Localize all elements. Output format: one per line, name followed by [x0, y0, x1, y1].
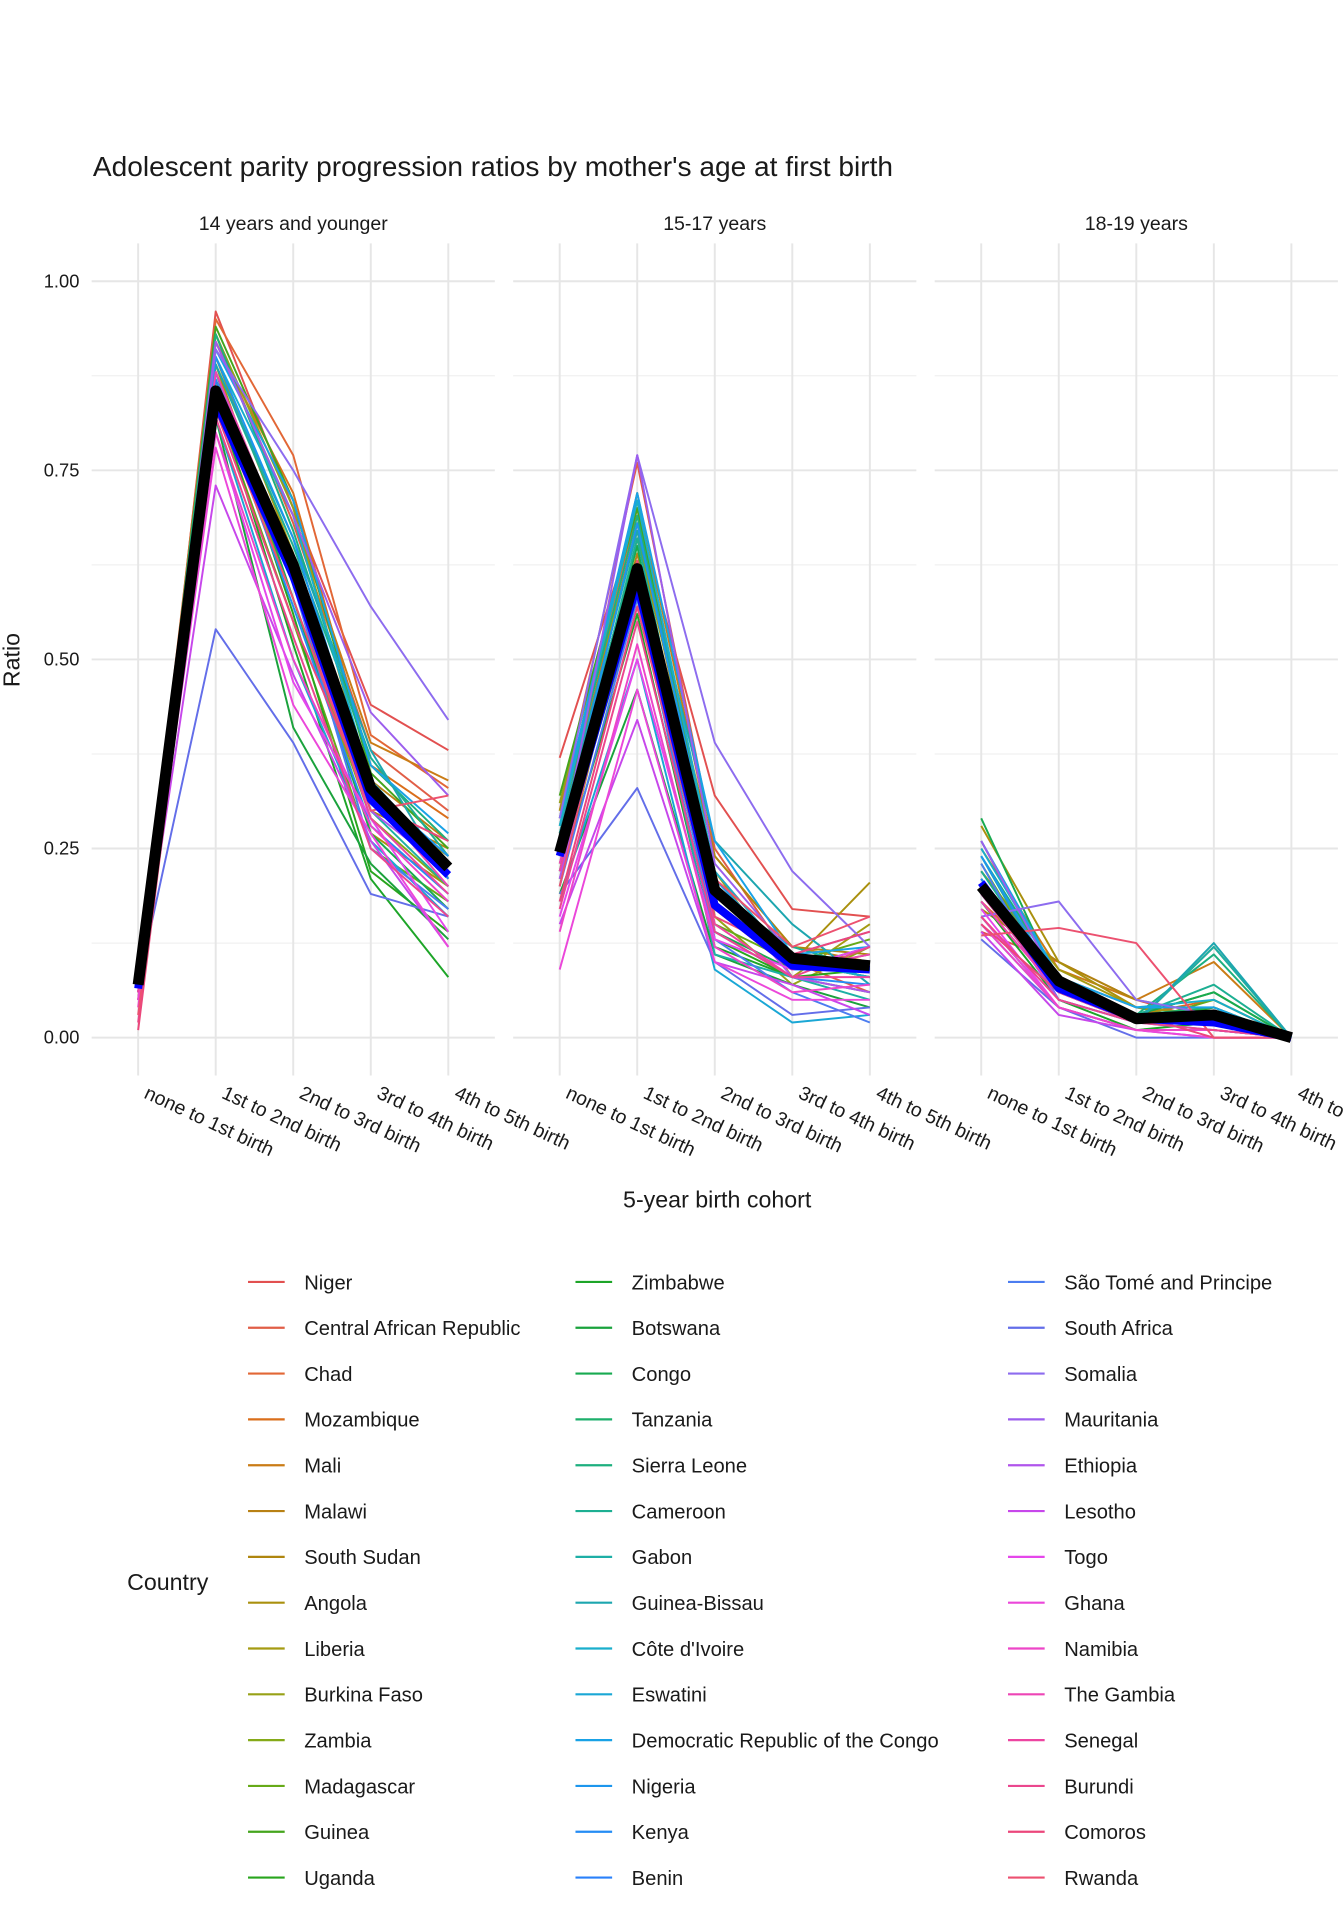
legend-label: Democratic Republic of the Congo: [632, 1730, 939, 1752]
legend-label: The Gambia: [1064, 1685, 1176, 1707]
series-line: [558, 514, 870, 918]
legend-label: Mali: [304, 1456, 341, 1478]
series-line: [558, 643, 870, 994]
series-line: [137, 484, 450, 1000]
legend-label: Gabon: [632, 1547, 693, 1569]
y-tick-label: 0.25: [44, 838, 80, 859]
legend-label: Ethiopia: [1064, 1456, 1138, 1478]
summary-line: [554, 563, 871, 972]
legend-label: Madagascar: [304, 1776, 415, 1798]
series-line: [137, 628, 449, 985]
legend-label: Kenya: [632, 1822, 690, 1844]
legend-label: Central African Republic: [304, 1318, 520, 1340]
facet-label: 14 years and younger: [199, 213, 388, 235]
legend-label: Congo: [632, 1364, 691, 1386]
legend-label: Cameroon: [632, 1501, 726, 1523]
series-line: [558, 688, 870, 1001]
legend-label: Chad: [304, 1364, 352, 1386]
x-axis-label: 5-year birth cohort: [623, 1186, 812, 1212]
x-tick-label: none to 1st birth: [984, 1082, 1120, 1161]
legend-label: Mozambique: [304, 1410, 419, 1432]
facet-label: 15-17 years: [663, 213, 766, 235]
legend-label: Somalia: [1064, 1364, 1138, 1386]
legend-label: Senegal: [1064, 1730, 1138, 1752]
legend-label: Uganda: [304, 1868, 375, 1890]
y-tick-label: 0.50: [44, 649, 80, 670]
series-line: [981, 926, 1292, 1039]
x-tick-label: none to 1st birth: [141, 1082, 277, 1161]
legend-label: Guinea: [304, 1822, 370, 1844]
x-tick-label: none to 1st birth: [562, 1082, 698, 1161]
summary-line: [132, 385, 453, 986]
y-tick-label: 0.00: [44, 1027, 80, 1048]
legend-label: Malawi: [304, 1501, 367, 1523]
legend-label: Botswana: [632, 1318, 721, 1340]
legend-label: Burundi: [1064, 1776, 1133, 1798]
legend-label: Angola: [304, 1593, 368, 1615]
legend-label: Mauritania: [1064, 1410, 1159, 1432]
chart-title: Adolescent parity progression ratios by …: [93, 151, 893, 182]
y-axis-label: Ratio: [0, 633, 25, 687]
legend-label: Ghana: [1064, 1593, 1125, 1615]
facet-label: 18-19 years: [1085, 213, 1188, 235]
legend-label: Sierra Leone: [632, 1456, 747, 1478]
legend-label: Benin: [632, 1868, 684, 1890]
legend-label: Comoros: [1064, 1822, 1146, 1844]
series-line: [558, 605, 871, 956]
legend-label: South Africa: [1064, 1318, 1173, 1340]
legend-label: Liberia: [304, 1639, 365, 1661]
legend-label: Niger: [304, 1272, 352, 1294]
y-tick-label: 0.75: [44, 459, 80, 480]
legend-label: Tanzania: [632, 1410, 713, 1432]
legend-label: Eswatini: [632, 1685, 707, 1707]
y-tick-label: 1.00: [44, 270, 80, 291]
legend-label: São Tomé and Principe: [1064, 1272, 1272, 1294]
legend-label: Lesotho: [1064, 1501, 1136, 1523]
legend-label: Burkina Faso: [304, 1685, 423, 1707]
legend-title: Country: [127, 1569, 209, 1595]
legend-label: Côte d'Ivoire: [632, 1639, 745, 1661]
legend-label: Zimbabwe: [632, 1272, 725, 1294]
legend-label: Rwanda: [1064, 1868, 1139, 1890]
legend-label: Togo: [1064, 1547, 1108, 1569]
legend-label: Zambia: [304, 1730, 372, 1752]
legend-label: South Sudan: [304, 1547, 421, 1569]
series-line: [558, 454, 871, 948]
legend-label: Namibia: [1064, 1639, 1139, 1661]
legend-label: Guinea-Bissau: [632, 1593, 764, 1615]
series-line: [558, 492, 870, 956]
summary-line: [976, 882, 1293, 1043]
legend-label: Nigeria: [632, 1776, 697, 1798]
